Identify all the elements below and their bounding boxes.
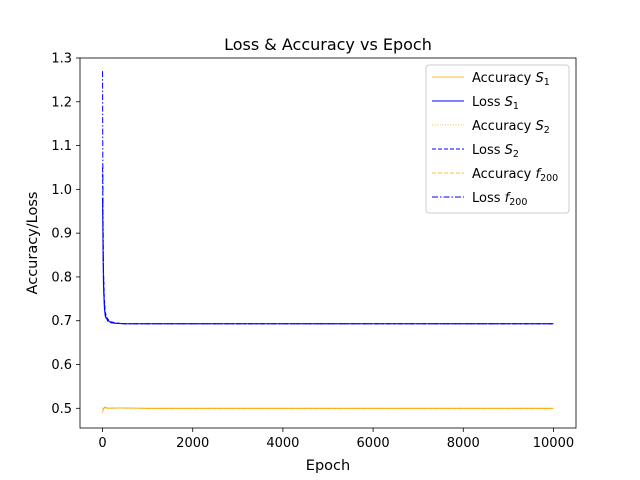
series-line-4 [102,167,554,325]
plot-frame [79,57,577,429]
x-tick-label: 4000 [266,436,299,451]
y-tick-label: 0.7 [51,314,72,329]
legend: Accuracy S1 Loss S1 Accuracy S2 Loss S2 Accu… [425,64,570,214]
x-tick-label: 10000 [533,436,574,451]
legend-box [425,64,570,214]
x-axis-label: Epoch [306,458,350,474]
x-tick-label: 2000 [176,436,209,451]
y-tick-label: 0.8 [51,270,72,285]
x-tick-label: 0 [98,436,106,451]
y-tick-label: 1.1 [51,139,72,154]
legend-label-3: Accuracy S2 [472,119,550,136]
legend-label-5: Accuracy f200 [472,167,558,184]
legend-label-1: Accuracy S1 [472,71,550,88]
y-tick-label: 1.0 [51,183,72,198]
x-tick-label: 8000 [447,436,480,451]
series-line-5 [102,406,554,413]
legend-label-6: Loss f200 [472,191,527,208]
y-tick-label: 1.3 [51,52,72,67]
legend-label-2: Loss S1 [472,95,519,112]
y-tick-label: 0.5 [51,402,72,417]
x-tick-label: 6000 [357,436,390,451]
y-tick-label: 1.2 [51,95,72,110]
series-line-6 [102,71,554,325]
tick-layer: 0 2000 4000 6000 8000 10000 0.5 0.6 0.7 0.8 0.9 1.0… [51,52,574,452]
y-axis-label: Accuracy/Loss [25,192,41,295]
series-layer [102,71,554,413]
chart-title: Loss & Accuracy vs Epoch [224,35,432,54]
y-tick-label: 0.9 [51,227,72,242]
y-tick-label: 0.6 [51,358,72,373]
legend-label-4: Loss S2 [472,143,519,160]
